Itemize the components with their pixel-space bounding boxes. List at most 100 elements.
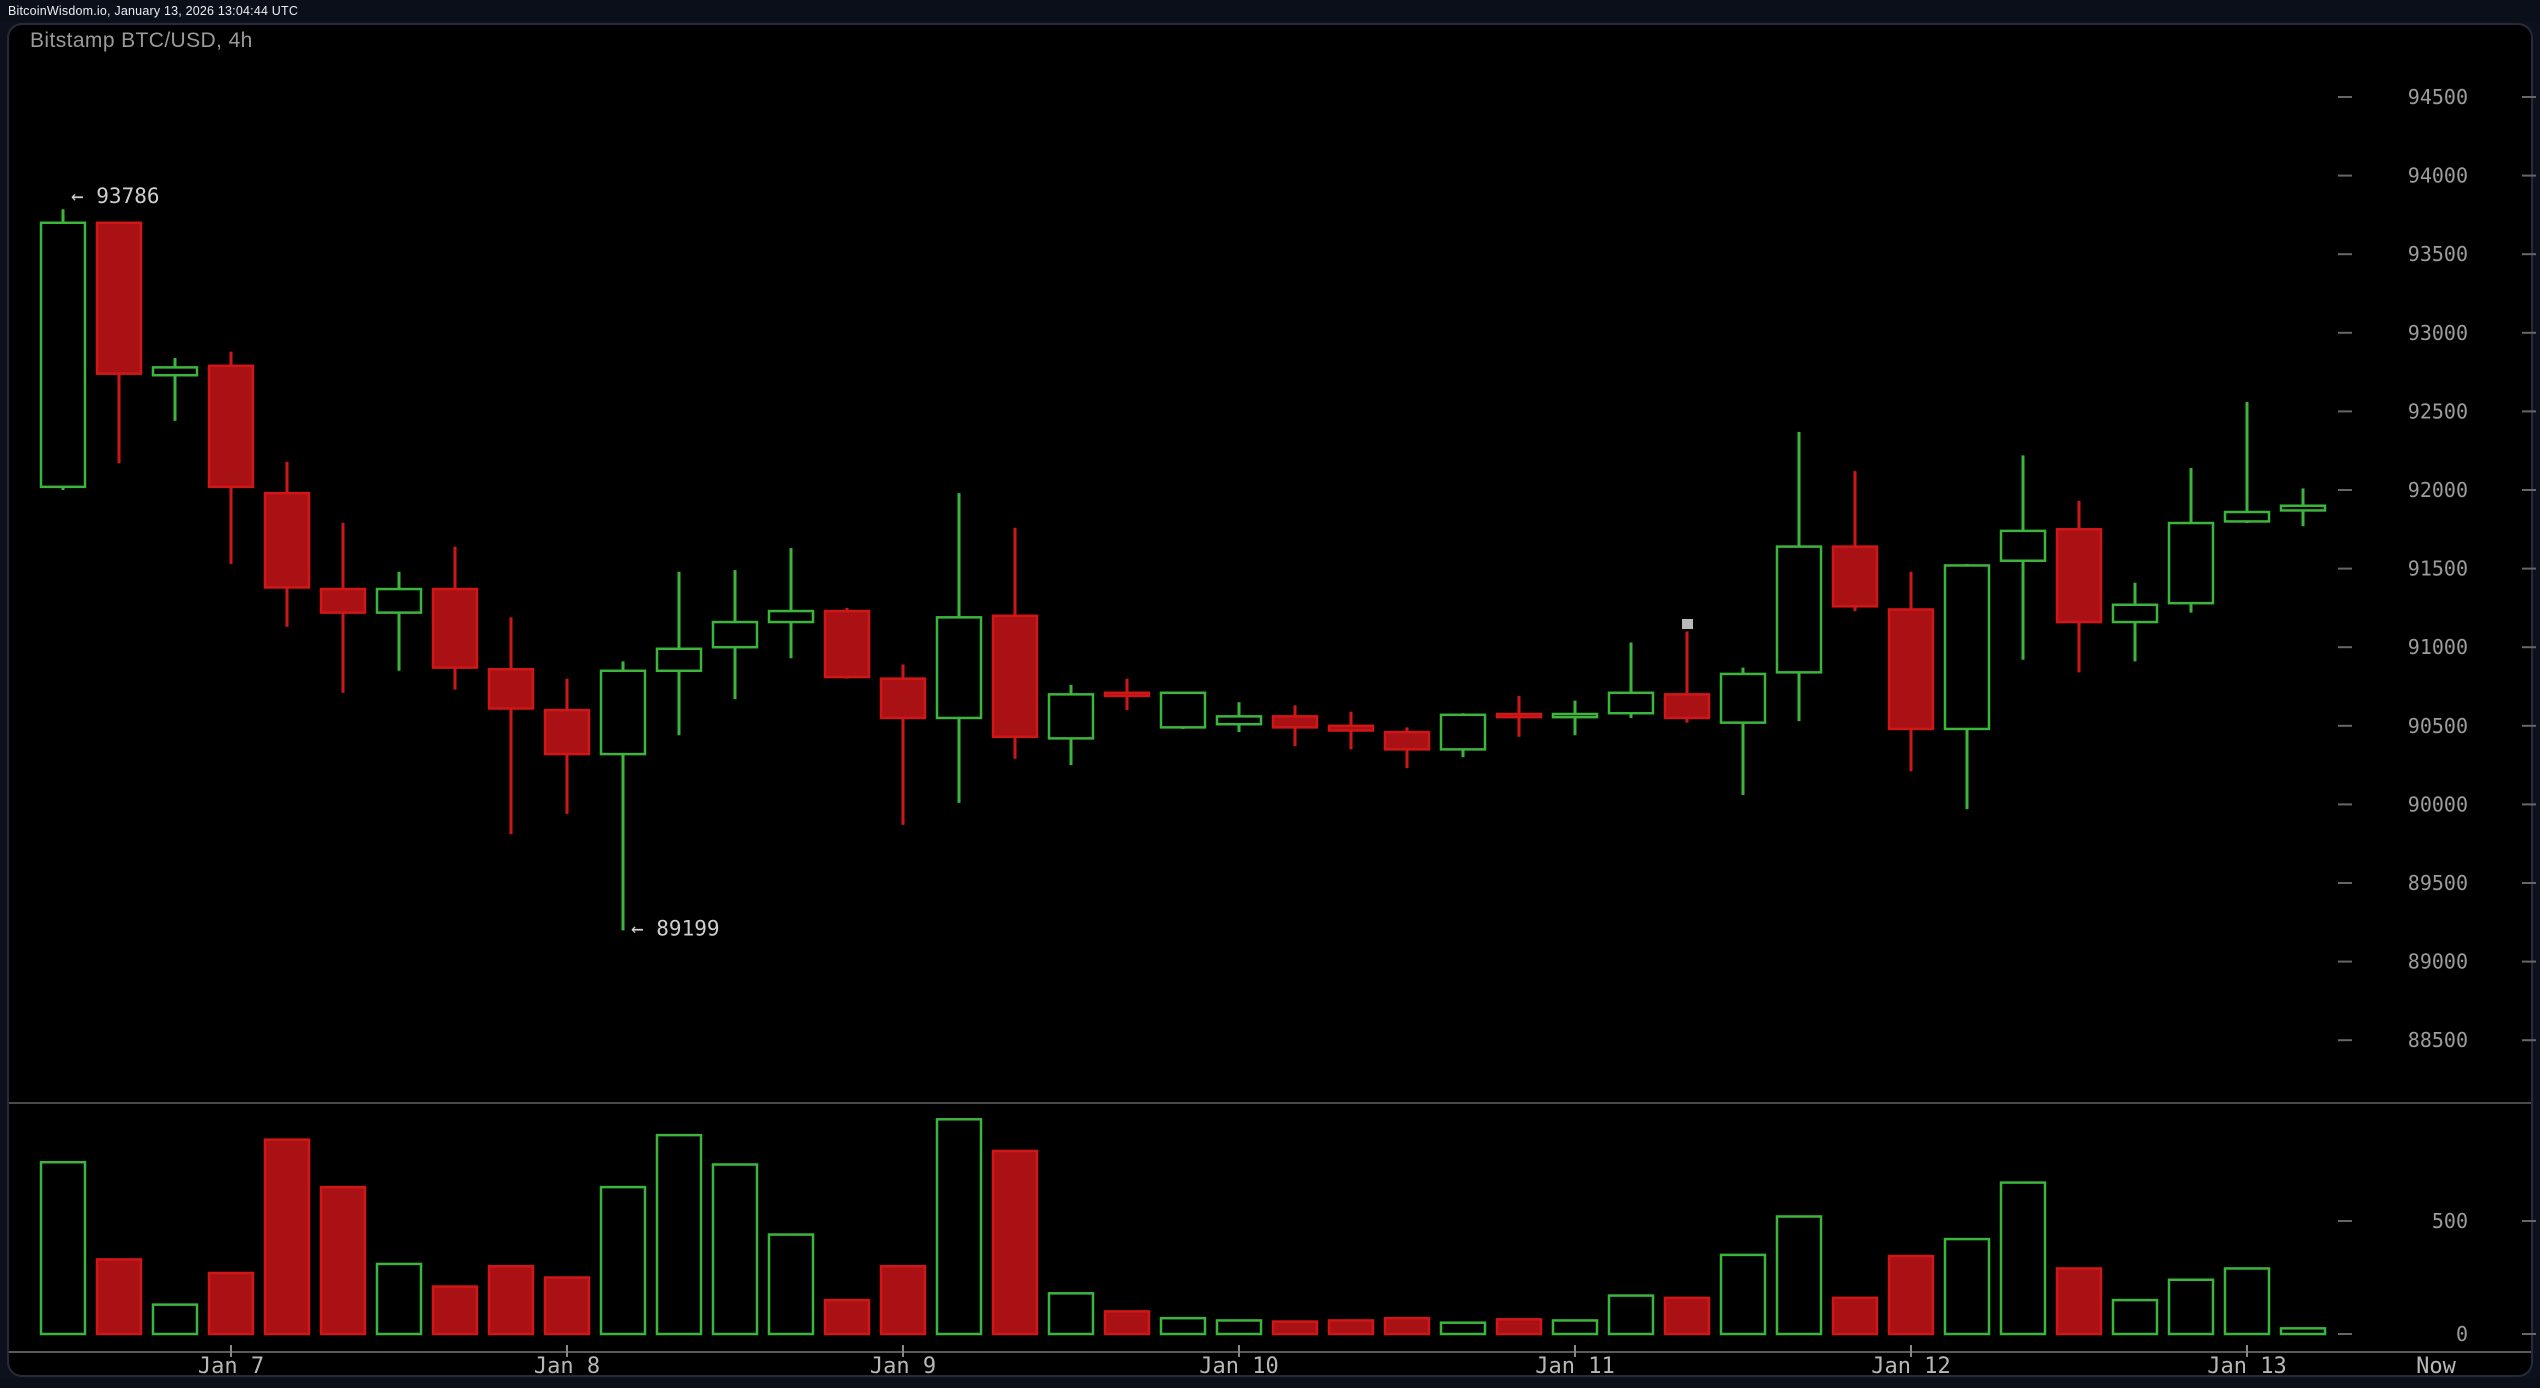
volume-bar (991, 1149, 1039, 1336)
date-label: Jan 7 (198, 1354, 264, 1379)
price-tick-right (2522, 331, 2536, 334)
date-label: Jan 13 (2207, 1354, 2286, 1379)
low-price-annotation: ← 89199 (631, 916, 720, 940)
volume-bar (1495, 1318, 1543, 1336)
volume-bar (2223, 1267, 2271, 1336)
candle-body (2279, 504, 2327, 512)
volume-bar (207, 1271, 255, 1336)
status-text: BitcoinWisdom.io, January 13, 2026 13:04… (8, 4, 299, 18)
volume-bar (1943, 1237, 1991, 1336)
price-tick-right (2522, 1039, 2536, 1042)
candle-body (431, 587, 479, 669)
price-axis-label: 94500 (2408, 85, 2468, 109)
date-label: Jan 8 (534, 1354, 600, 1379)
candle-body (2111, 603, 2159, 624)
price-tick-left (2338, 174, 2352, 177)
volume-bar (319, 1185, 367, 1336)
price-tick-right (2522, 96, 2536, 98)
top-bar: BitcoinWisdom.io, January 13, 2026 13:04… (0, 0, 2540, 22)
volume-bar (599, 1185, 647, 1336)
candle-body (767, 609, 815, 624)
candle-body (263, 491, 311, 589)
candle-body (95, 221, 143, 375)
candle-body (823, 609, 871, 679)
price-axis-label: 94000 (2408, 164, 2468, 188)
volume-bar (1271, 1320, 1319, 1336)
price-tick-left (2338, 489, 2352, 491)
volume-bar (1327, 1319, 1375, 1336)
volume-bar (263, 1138, 311, 1336)
price-axis-label: 91000 (2408, 635, 2468, 659)
volume-bar (1551, 1319, 1599, 1336)
price-tick-left (2338, 724, 2352, 727)
gray-marker (1682, 619, 1693, 629)
price-tick-right (2522, 724, 2536, 727)
candle-body (1551, 712, 1599, 719)
volume-bar (375, 1262, 423, 1336)
candle-body (1439, 713, 1487, 751)
price-tick-left (2338, 1039, 2352, 1042)
price-tick-left (2338, 646, 2352, 649)
volume-bar (1775, 1215, 1823, 1336)
volume-bar (1215, 1319, 1263, 1336)
volume-bar (767, 1233, 815, 1336)
volume-bar (1047, 1292, 1095, 1336)
price-tick-left (2338, 567, 2352, 570)
candle-body (935, 616, 983, 720)
price-tick-left (2338, 803, 2352, 806)
volume-bar (1663, 1296, 1711, 1336)
volume-bar (1719, 1253, 1767, 1336)
candle-body (711, 620, 759, 649)
chart-panel (7, 23, 2533, 1377)
price-axis-label: 93000 (2408, 321, 2468, 345)
candle-body (1327, 724, 1375, 732)
price-tick-right (2522, 882, 2536, 884)
volume-bar (711, 1163, 759, 1336)
price-axis-label: 92500 (2408, 399, 2468, 423)
volume-bar (2055, 1267, 2103, 1336)
volume-tick-right (2522, 1220, 2536, 1222)
candle-body (1271, 715, 1319, 729)
candle-body (1719, 672, 1767, 724)
price-axis-label: 89000 (2408, 950, 2468, 974)
volume-bar (1887, 1254, 1935, 1336)
price-axis-label: 90500 (2408, 714, 2468, 738)
candle-body (1215, 715, 1263, 726)
volume-bar (1607, 1294, 1655, 1336)
candle-body (2167, 521, 2215, 605)
price-axis-label: 88500 (2408, 1028, 2468, 1052)
volume-bar (95, 1258, 143, 1336)
candle-body (1999, 529, 2047, 562)
price-tick-right (2522, 567, 2536, 570)
bottom-bar (0, 1378, 2540, 1388)
volume-bar (1831, 1296, 1879, 1336)
price-tick-left (2338, 253, 2352, 256)
candle-body (1495, 712, 1543, 719)
candle-body (1831, 545, 1879, 608)
candle-body (1103, 691, 1151, 698)
candle-body (207, 364, 255, 489)
volume-axis-label: 0 (2456, 1322, 2468, 1346)
volume-axis-label: 500 (2432, 1209, 2468, 1233)
volume-bar (487, 1264, 535, 1336)
volume-bar (543, 1276, 591, 1336)
price-axis-label: 90000 (2408, 792, 2468, 816)
candle-body (2223, 510, 2271, 523)
candle-body (1047, 693, 1095, 740)
price-tick-right (2522, 410, 2536, 413)
candle-body (1607, 691, 1655, 715)
candle-body (879, 677, 927, 720)
volume-tick-left (2338, 1333, 2352, 1335)
price-axis-label: 89500 (2408, 871, 2468, 895)
volume-bar (655, 1133, 703, 1336)
volume-bar (1159, 1316, 1207, 1336)
date-label: Jan 12 (1871, 1354, 1950, 1379)
price-tick-right (2522, 253, 2536, 256)
candle-body (991, 614, 1039, 739)
volume-bar (2279, 1327, 2327, 1336)
candle-body (655, 647, 703, 673)
volume-tick-right (2522, 1333, 2536, 1335)
candle-body (1663, 693, 1711, 720)
